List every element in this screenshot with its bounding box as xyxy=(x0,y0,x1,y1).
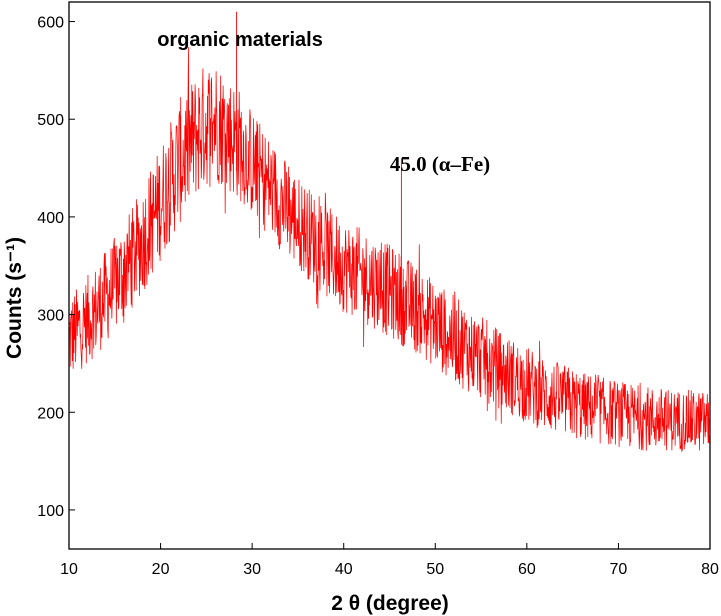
x-tick-label: 50 xyxy=(426,561,444,578)
x-tick-label: 30 xyxy=(243,561,261,578)
y-axis-title: Counts (s⁻¹) xyxy=(3,237,26,359)
x-tick-label: 60 xyxy=(518,561,536,578)
y-tick-label: 600 xyxy=(37,15,64,32)
y-tick-label: 100 xyxy=(37,503,64,520)
annotation-alpha-fe-peak: 45.0 (α–Fe) xyxy=(390,152,490,176)
y-tick-label: 200 xyxy=(37,405,64,422)
x-tick-label: 40 xyxy=(335,561,353,578)
y-tick-label: 300 xyxy=(37,308,64,325)
x-axis-title: 2 θ (degree) xyxy=(331,592,449,615)
y-tick-label: 400 xyxy=(37,210,64,227)
plot-frame xyxy=(68,1,711,550)
x-tick-label: 10 xyxy=(60,561,78,578)
annotation-organic-materials: organic materials xyxy=(157,29,323,51)
y-tick-label: 500 xyxy=(37,112,64,129)
tick-layer: 10 20 30 40 50 60 70 80 100 200 300 400 500 600 xyxy=(37,15,719,578)
x-tick-label: 70 xyxy=(610,561,628,578)
trace-layer xyxy=(68,11,711,452)
x-tick-label: 80 xyxy=(701,561,719,578)
x-tick-label: 20 xyxy=(152,561,170,578)
xrd-trace-line xyxy=(68,47,711,452)
